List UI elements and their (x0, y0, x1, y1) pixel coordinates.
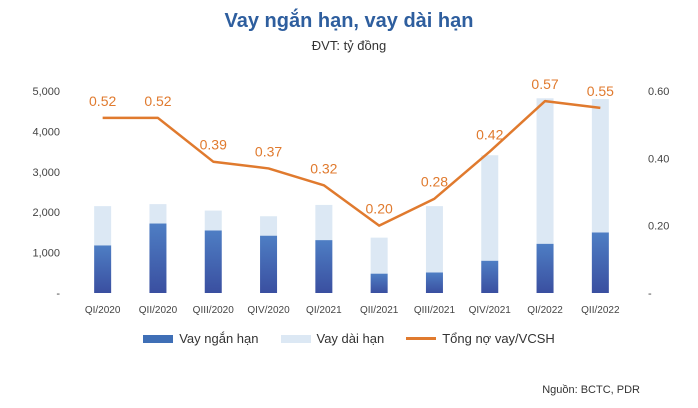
data-label-debt-ratio: 0.32 (310, 160, 337, 176)
x-tick-label: QII/2020 (139, 305, 178, 316)
bar-short-term (149, 223, 167, 293)
x-tick-label: QII/2022 (581, 305, 620, 316)
data-label-debt-ratio: 0.52 (144, 93, 171, 109)
data-label-debt-ratio: 0.55 (587, 83, 614, 99)
y-left-tick-label: 3,000 (32, 167, 60, 179)
chart-subtitle: ĐVT: tỷ đồng (311, 38, 387, 53)
x-tick-label: QII/2021 (360, 305, 399, 316)
x-tick-label: QI/2022 (527, 305, 563, 316)
legend-label-debt-ratio: Tổng nợ vay/VCSH (442, 331, 555, 346)
y-right-tick-label: 0.40 (648, 153, 669, 165)
bar-short-term (315, 240, 333, 293)
data-label-debt-ratio: 0.52 (89, 93, 116, 109)
bar-long-term (315, 204, 333, 241)
y-left-tick-label: 5,000 (32, 86, 60, 98)
bar-short-term (536, 243, 554, 293)
legend-label-short-term: Vay ngắn hạn (179, 331, 259, 346)
x-tick-label: QIII/2021 (414, 305, 456, 316)
bar-long-term (481, 155, 499, 261)
bar-long-term (204, 210, 222, 231)
legend-item-long-term: Vay dài hạn (280, 331, 385, 346)
x-tick-label: QIII/2020 (193, 305, 235, 316)
data-label-debt-ratio: 0.57 (531, 76, 558, 92)
data-label-debt-ratio: 0.20 (366, 201, 393, 217)
bar-long-term (94, 206, 112, 246)
legend-item-short-term: Vay ngắn hạn (143, 331, 259, 346)
legend-item-debt-ratio: Tổng nợ vay/VCSH (406, 331, 555, 346)
legend-label-long-term: Vay dài hạn (316, 331, 385, 346)
chart-title: Vay ngắn hạn, vay dài hạn (224, 10, 474, 32)
bar-long-term (591, 99, 609, 233)
line-debt-ratio (102, 99, 601, 227)
bar-long-term (425, 206, 443, 273)
y-left-tick-label: - (56, 288, 60, 300)
data-label-debt-ratio: 0.37 (255, 143, 282, 159)
bar-short-term (425, 272, 443, 293)
y-left-tick-label: 4,000 (32, 126, 60, 138)
source-note: Nguồn: BCTC, PDR (542, 384, 640, 396)
bar-short-term (94, 245, 112, 293)
legend-swatch-debt-ratio (406, 337, 437, 340)
x-tick-label: QIV/2021 (469, 305, 512, 316)
x-tick-label: QI/2020 (85, 305, 121, 316)
bar-long-term (260, 216, 278, 236)
bar-short-term (481, 260, 499, 293)
y-left-tick-label: 2,000 (32, 207, 60, 219)
bar-short-term (260, 235, 278, 293)
x-tick-label: QIV/2020 (247, 305, 290, 316)
y-right-tick-label: 0.20 (648, 221, 669, 233)
y-right-tick-label: - (648, 288, 652, 300)
bar-long-term (536, 98, 554, 244)
legend-swatch-long-term (280, 334, 311, 343)
chart-legend: Vay ngắn hạn Vay dài hạn Tổng nợ vay/VCS… (0, 331, 698, 346)
data-label-debt-ratio: 0.42 (476, 127, 503, 143)
data-label-debt-ratio: 0.39 (200, 137, 227, 153)
y-right-tick-label: 0.60 (648, 86, 669, 98)
y-left-tick-label: 1,000 (32, 248, 60, 260)
bar-short-term (204, 230, 222, 293)
legend-swatch-short-term (143, 334, 174, 343)
data-label-debt-ratio: 0.28 (421, 174, 448, 190)
x-tick-label: QI/2021 (306, 305, 342, 316)
bar-short-term (370, 273, 388, 293)
bar-long-term (149, 204, 167, 224)
bar-long-term (370, 237, 388, 274)
bar-short-term (591, 232, 609, 293)
